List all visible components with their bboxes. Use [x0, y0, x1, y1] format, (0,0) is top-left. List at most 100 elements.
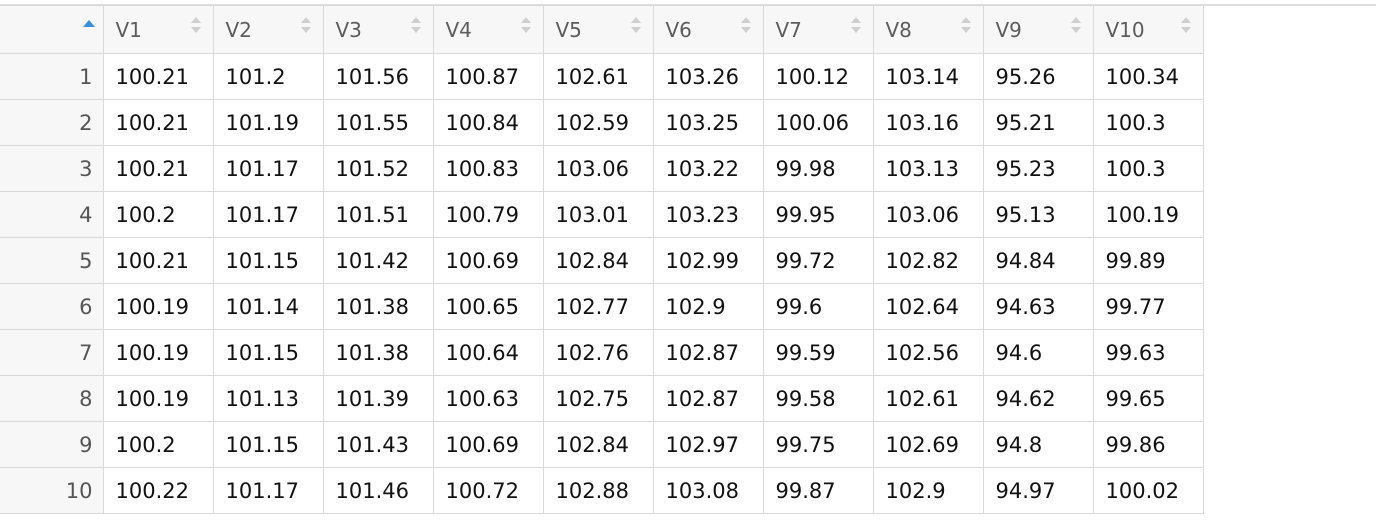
column-header-label: V4: [445, 17, 472, 42]
sort-up-arrow-icon: [1180, 17, 1191, 23]
table-row: 2 100.21 101.19 101.55 100.84 102.59 103.25 100…: [0, 99, 1204, 146]
table-cell: 95.26: [982, 53, 1094, 100]
table-cell: 101.17: [212, 467, 324, 514]
table-cell: 102.84: [542, 237, 654, 284]
table-row: 10 100.22 101.17 101.46 100.72 102.88 103.08 99…: [0, 467, 1204, 514]
sort-toggle-icon[interactable]: [1180, 16, 1191, 36]
table-cell: 101.42: [322, 237, 434, 284]
table-row: 7 100.19 101.15 101.38 100.64 102.76 102.87 99.…: [0, 329, 1204, 376]
table-cell: 94.63: [982, 283, 1094, 330]
table-cell: 103.06: [542, 145, 654, 192]
row-index: 8: [0, 375, 104, 422]
column-header-label: V5: [555, 17, 582, 42]
table-cell: 102.76: [542, 329, 654, 376]
column-header-v3[interactable]: V3: [322, 5, 434, 54]
table-cell: 100.69: [432, 237, 544, 284]
sort-up-arrow-icon: [190, 17, 201, 23]
table-cell: 102.75: [542, 375, 654, 422]
table-cell: 101.14: [212, 283, 324, 330]
table-cell: 99.58: [762, 375, 874, 422]
table-cell: 101.15: [212, 237, 324, 284]
table-row: 4 100.2 101.17 101.51 100.79 103.01 103.23 99.9…: [0, 191, 1204, 238]
table-cell: 101.38: [322, 329, 434, 376]
table-cell: 102.87: [652, 375, 764, 422]
sort-toggle-icon[interactable]: [520, 16, 531, 36]
table-cell: 94.97: [982, 467, 1094, 514]
sort-up-arrow-icon: [1070, 17, 1081, 23]
table-cell: 101.17: [212, 191, 324, 238]
table-cell: 100.21: [102, 145, 214, 192]
table-row: 9 100.2 101.15 101.43 100.69 102.84 102.97 99.7…: [0, 421, 1204, 468]
column-header-label: V10: [1105, 17, 1145, 42]
table-cell: 101.56: [322, 53, 434, 100]
column-header-v4[interactable]: V4: [432, 5, 544, 54]
table-row: 8 100.19 101.13 101.39 100.63 102.75 102.87 99.…: [0, 375, 1204, 422]
row-index: 4: [0, 191, 104, 238]
table-cell: 102.59: [542, 99, 654, 146]
sort-toggle-icon[interactable]: [960, 16, 971, 36]
table-cell: 100.22: [102, 467, 214, 514]
table-cell: 100.2: [102, 421, 214, 468]
column-header-v7[interactable]: V7: [762, 5, 874, 54]
sort-down-arrow-icon: [410, 27, 421, 33]
table-cell: 101.52: [322, 145, 434, 192]
table-body: 1 100.21 101.2 101.56 100.87 102.61 103.26 100.…: [0, 53, 1204, 514]
sort-toggle-icon[interactable]: [630, 16, 641, 36]
table-cell: 101.19: [212, 99, 324, 146]
sort-up-arrow-icon: [960, 17, 971, 23]
table-cell: 100.3: [1092, 99, 1204, 146]
table-cell: 103.26: [652, 53, 764, 100]
table-cell: 100.21: [102, 53, 214, 100]
sort-up-arrow-icon: [520, 17, 531, 23]
header-row: V1 V2 V3 V4 V5 V6 V7 V8 V9 V10: [0, 5, 1204, 54]
row-index: 10: [0, 467, 104, 514]
table-cell: 100.63: [432, 375, 544, 422]
table-cell: 94.6: [982, 329, 1094, 376]
sort-toggle-icon[interactable]: [850, 16, 861, 36]
column-header-v10[interactable]: V10: [1092, 5, 1204, 54]
row-index: 9: [0, 421, 104, 468]
column-header-label: V9: [995, 17, 1022, 42]
table-cell: 102.61: [872, 375, 984, 422]
column-header-v2[interactable]: V2: [212, 5, 324, 54]
table-cell: 103.08: [652, 467, 764, 514]
table-row: 5 100.21 101.15 101.42 100.69 102.84 102.99 99.…: [0, 237, 1204, 284]
table-cell: 103.25: [652, 99, 764, 146]
table-cell: 100.19: [102, 329, 214, 376]
column-header-v8[interactable]: V8: [872, 5, 984, 54]
table-cell: 100.19: [102, 283, 214, 330]
table-cell: 102.84: [542, 421, 654, 468]
table-cell: 99.87: [762, 467, 874, 514]
table-cell: 100.21: [102, 237, 214, 284]
table-cell: 100.83: [432, 145, 544, 192]
table-cell: 101.2: [212, 53, 324, 100]
row-index: 1: [0, 53, 104, 100]
table-cell: 100.79: [432, 191, 544, 238]
row-index-header[interactable]: [0, 5, 104, 54]
table-cell: 100.84: [432, 99, 544, 146]
table-cell: 100.21: [102, 99, 214, 146]
data-table: V1 V2 V3 V4 V5 V6 V7 V8 V9 V10 1 100.21 101.2 101.56…: [0, 5, 1204, 514]
sort-down-arrow-icon: [850, 27, 861, 33]
column-header-v6[interactable]: V6: [652, 5, 764, 54]
sort-toggle-icon[interactable]: [410, 16, 421, 36]
table-cell: 101.55: [322, 99, 434, 146]
column-header-v5[interactable]: V5: [542, 5, 654, 54]
table-cell: 100.72: [432, 467, 544, 514]
sort-up-arrow-icon: [740, 17, 751, 23]
table-cell: 102.97: [652, 421, 764, 468]
sort-toggle-icon[interactable]: [190, 16, 201, 36]
table-cell: 95.21: [982, 99, 1094, 146]
column-header-v1[interactable]: V1: [102, 5, 214, 54]
table-cell: 95.23: [982, 145, 1094, 192]
table-cell: 101.17: [212, 145, 324, 192]
sort-toggle-icon[interactable]: [740, 16, 751, 36]
table-cell: 103.01: [542, 191, 654, 238]
table-cell: 102.61: [542, 53, 654, 100]
table-cell: 101.39: [322, 375, 434, 422]
sort-toggle-icon[interactable]: [1070, 16, 1081, 36]
row-index: 7: [0, 329, 104, 376]
column-header-label: V1: [115, 17, 142, 42]
column-header-v9[interactable]: V9: [982, 5, 1094, 54]
sort-toggle-icon[interactable]: [300, 16, 311, 36]
